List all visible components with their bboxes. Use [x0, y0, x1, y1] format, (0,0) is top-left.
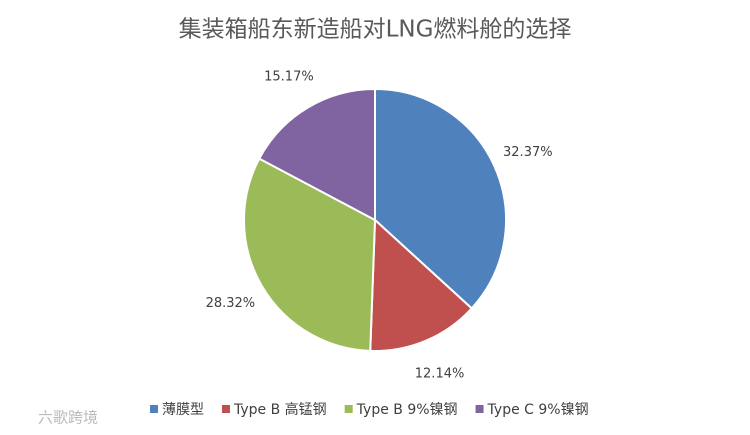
pie-slice: [257, 87, 376, 222]
legend-swatch: [222, 405, 230, 413]
legend-swatch: [344, 405, 353, 413]
data-label: 28.32%: [206, 296, 256, 311]
legend-swatch: [475, 405, 484, 413]
data-label: 12.14%: [415, 367, 465, 382]
data-label: 15.17%: [264, 69, 314, 84]
legend-label: Type B 高锰钢: [233, 401, 327, 418]
data-label: 32.37%: [503, 145, 553, 160]
pie-slice: [243, 157, 377, 352]
pie-slice: [369, 217, 474, 352]
watermark: 六歌跨境: [38, 409, 98, 427]
legend-label: 薄膜型: [162, 402, 204, 418]
pie-slice: [374, 87, 507, 310]
legend-label: Type B 9%镍钢: [356, 402, 458, 418]
chart-title: 集装箱船东新造船对LNG燃料舱的选择: [179, 17, 572, 43]
legend-swatch: [150, 405, 158, 413]
legend-label: Type C 9%镍钢: [487, 402, 589, 418]
